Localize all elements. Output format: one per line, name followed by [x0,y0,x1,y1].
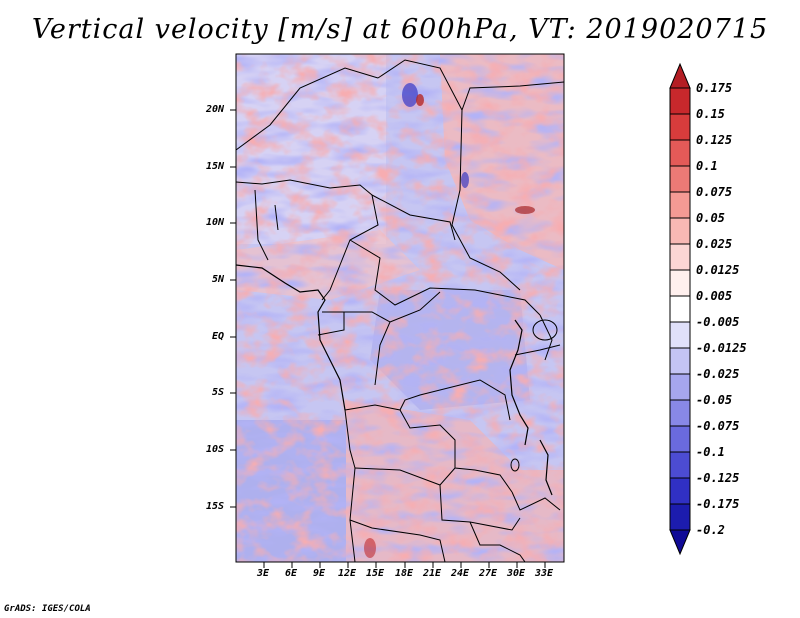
lon-label: 21E [423,568,442,579]
colorbar-label: -0.025 [696,367,740,381]
colorbar-label: -0.175 [696,497,740,511]
colorbar-bottom-arrow [669,529,691,556]
colorbar-label: 0.125 [696,133,733,147]
colorbar-segment [669,243,691,271]
grads-credit: GrADS: IGES/COLA [4,604,91,614]
lat-label: 20N [206,104,225,115]
lon-label: 30E [507,568,526,579]
colorbar-segment [669,399,691,427]
velocity-field [236,54,564,562]
colorbar-label: 0.15 [696,107,725,121]
colorbar-segment [669,113,691,141]
colorbar-top-arrow [669,62,691,89]
colorbar-segment [669,347,691,375]
lat-label: 10N [206,217,225,228]
colorbar-label: -0.005 [696,315,740,329]
lon-label: 33E [535,568,554,579]
colorbar-label: -0.125 [696,471,740,485]
colorbar-segment [669,503,691,531]
lat-label: 15S [206,501,225,512]
lon-label: 24E [451,568,470,579]
colorbar-label: -0.05 [696,393,733,407]
colorbar-segment [669,139,691,167]
colorbar-segment [669,165,691,193]
lon-label: 12E [338,568,357,579]
lon-label: 3E [257,568,270,579]
colorbar-label: -0.2 [696,523,725,537]
lat-label: 10S [206,444,225,455]
colorbar-label: 0.175 [696,81,733,95]
colorbar-label: 0.025 [696,237,733,251]
colorbar-segment [669,425,691,453]
colorbar [669,62,691,556]
colorbar-segment [669,217,691,245]
lon-label: 27E [479,568,498,579]
colorbar-segment [669,191,691,219]
colorbar-segment [669,295,691,323]
colorbar-segment [669,477,691,505]
colorbar-label: -0.1 [696,445,725,459]
lat-label: 15N [206,161,225,172]
colorbar-label: 0.0125 [696,263,740,277]
colorbar-segment [669,269,691,297]
map-title: Vertical velocity [m/s] at 600hPa, VT: 2… [31,14,769,45]
colorbar-label: 0.05 [696,211,725,225]
lon-label: 6E [285,568,298,579]
lon-label: 15E [366,568,385,579]
lon-label: 18E [395,568,414,579]
country-borders [236,59,564,562]
lon-label: 9E [313,568,326,579]
colorbar-label: -0.0125 [696,341,747,355]
colorbar-label: 0.075 [696,185,733,199]
lat-label: 5S [212,387,225,398]
map-frame [235,53,565,563]
colorbar-segment [669,87,691,115]
lat-label: 5N [212,274,225,285]
colorbar-segment [669,373,691,401]
colorbar-segment [669,321,691,349]
colorbar-label: -0.075 [696,419,740,433]
colorbar-label: 0.1 [696,159,718,173]
colorbar-segment [669,451,691,479]
colorbar-label: 0.005 [696,289,733,303]
lat-label: EQ [212,331,225,342]
lon-tick-marks [263,562,546,568]
lat-tick-marks [230,109,236,508]
